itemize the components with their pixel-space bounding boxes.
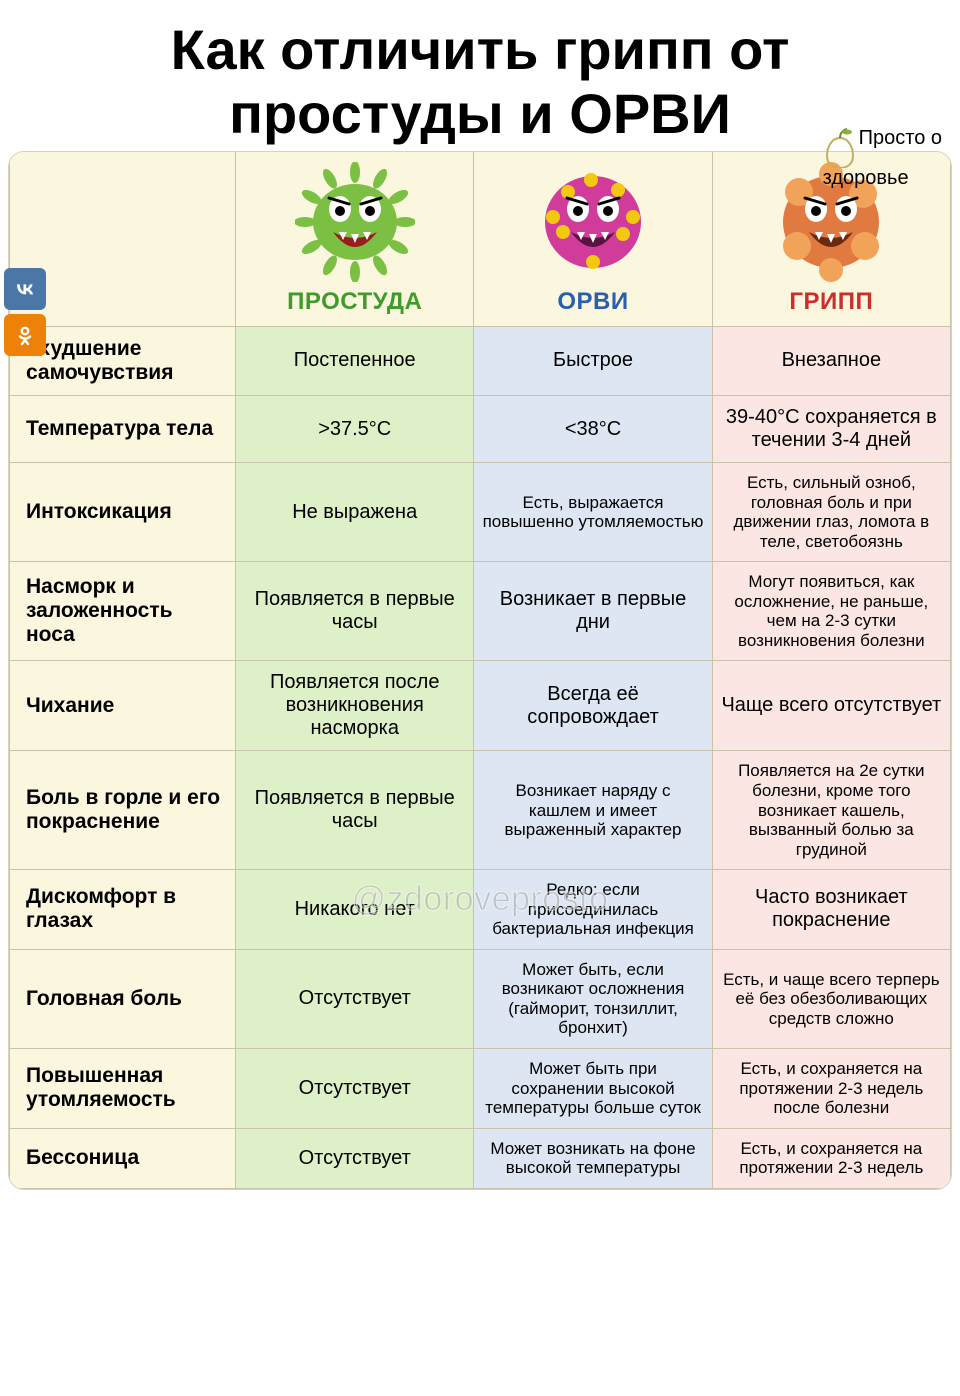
cell: Появляется в первые часы xyxy=(236,562,474,661)
table-row: Повышенная утомляемостьОтсутствуетМожет … xyxy=(10,1049,951,1129)
col-label-flu: ГРИПП xyxy=(721,284,942,316)
table-row: ЧиханиеПоявляется после возникновения на… xyxy=(10,661,951,751)
cell: Всегда её сопровождает xyxy=(474,661,712,751)
cell: Есть, и чаще всего терперь её без обезбо… xyxy=(712,949,950,1048)
table-body: Ухудшение самочувствияПостепенноеБыстрое… xyxy=(10,326,951,1188)
row-symptom: Головная боль xyxy=(10,949,236,1048)
col-label-orvi: ОРВИ xyxy=(482,284,703,316)
cell: Никакого нет xyxy=(236,870,474,950)
table-row: БессоницаОтсутствуетМожет возникать на ф… xyxy=(10,1128,951,1188)
cell: Внезапное xyxy=(712,326,950,395)
cell: Возникает наряду с кашлем и имеет выраже… xyxy=(474,751,712,870)
cell: Могут появиться, как осложнение, не рань… xyxy=(712,562,950,661)
row-symptom: Насморк и заложенность носа xyxy=(10,562,236,661)
germ-cold-icon xyxy=(295,162,415,282)
cell: Есть, и сохраняется на протяжении 2-3 не… xyxy=(712,1128,950,1188)
page-title: Как отличить грипп от простуды и ОРВИ xyxy=(0,0,960,151)
cell: Не выражена xyxy=(236,463,474,562)
brand-logo: Просто о здоровье xyxy=(823,128,942,189)
row-symptom: Боль в горле и его покраснение xyxy=(10,751,236,870)
cell: Появляется на 2е сутки болезни, кроме то… xyxy=(712,751,950,870)
table-row: ИнтоксикацияНе выраженаЕсть, выражается … xyxy=(10,463,951,562)
table-row: Насморк и заложенность носаПоявляется в … xyxy=(10,562,951,661)
table-row: Температура тела>37.5°C<38°C39-40°C сохр… xyxy=(10,396,951,463)
table-row: Дискомфорт в глазахНикакого нетРедко: ес… xyxy=(10,870,951,950)
germ-orvi-icon xyxy=(533,162,653,282)
brand-line2: здоровье xyxy=(823,167,909,189)
row-symptom: Бессоница xyxy=(10,1128,236,1188)
page: Как отличить грипп от простуды и ОРВИ Пр… xyxy=(0,0,960,1190)
row-symptom: Повышенная утомляемость xyxy=(10,1049,236,1129)
cell: Может быть, если возникают осложнения (г… xyxy=(474,949,712,1048)
cell: Может возникать на фоне высокой температ… xyxy=(474,1128,712,1188)
social-buttons xyxy=(4,268,46,356)
row-symptom: Чихание xyxy=(10,661,236,751)
cell: Есть, и сохраняется на протяжении 2-3 не… xyxy=(712,1049,950,1129)
cell: Возникает в первые дни xyxy=(474,562,712,661)
table-row: Головная больОтсутствуетМожет быть, если… xyxy=(10,949,951,1048)
header-row: ПРОСТУДА ОРВИ xyxy=(10,152,951,327)
cell: Появляется после возникновения насморка xyxy=(236,661,474,751)
cell: Есть, сильный озноб, головная боль и при… xyxy=(712,463,950,562)
table-row: Боль в горле и его покраснениеПоявляется… xyxy=(10,751,951,870)
row-symptom: Интоксикация xyxy=(10,463,236,562)
header-col-cold: ПРОСТУДА xyxy=(236,152,474,327)
ok-button[interactable] xyxy=(4,314,46,356)
cell: 39-40°C сохраняется в течении 3-4 дней xyxy=(712,396,950,463)
cell: Отсутствует xyxy=(236,1128,474,1188)
cell: Отсутствует xyxy=(236,949,474,1048)
cell: Быстрое xyxy=(474,326,712,395)
row-symptom: Дискомфорт в глазах xyxy=(10,870,236,950)
cell: <38°C xyxy=(474,396,712,463)
cell: >37.5°C xyxy=(236,396,474,463)
cell: Редко: если присоединилась бактериальная… xyxy=(474,870,712,950)
brand-line1: Просто о xyxy=(859,127,942,149)
cell: Часто возникает покраснение xyxy=(712,870,950,950)
table-row: Ухудшение самочувствияПостепенноеБыстрое… xyxy=(10,326,951,395)
cell: Появляется в первые часы xyxy=(236,751,474,870)
cell: Может быть при сохранении высокой темпер… xyxy=(474,1049,712,1129)
comparison-table-wrap: ПРОСТУДА ОРВИ xyxy=(8,151,952,1190)
cell: Постепенное xyxy=(236,326,474,395)
col-label-cold: ПРОСТУДА xyxy=(244,284,465,316)
cell: Есть, выражается повышенно утомляемостью xyxy=(474,463,712,562)
header-col-orvi: ОРВИ xyxy=(474,152,712,327)
cell: Отсутствует xyxy=(236,1049,474,1129)
comparison-table: ПРОСТУДА ОРВИ xyxy=(9,152,951,1189)
row-symptom: Температура тела xyxy=(10,396,236,463)
cell: Чаще всего отсутствует xyxy=(712,661,950,751)
vk-button[interactable] xyxy=(4,268,46,310)
